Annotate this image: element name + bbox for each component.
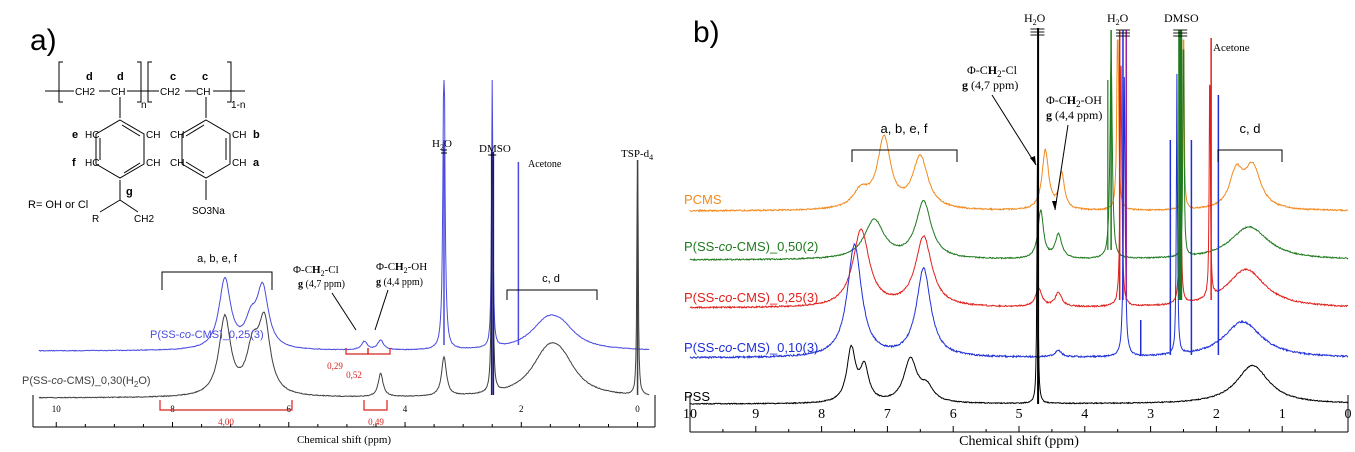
tick-label: 1 xyxy=(1279,407,1286,422)
integral-0-49: 0,49 xyxy=(368,417,384,427)
label-ch-r3: CH xyxy=(170,130,184,141)
label-a-aliphatic: c, d xyxy=(542,273,560,285)
label-b: b xyxy=(253,129,260,141)
label-b-oh: Φ-CH2-OH xyxy=(1046,93,1102,109)
label-so3na: SO3Na xyxy=(192,206,225,217)
legend-b-pss: PSS xyxy=(684,389,710,404)
label-1-n: 1-n xyxy=(231,100,245,111)
label-g: g xyxy=(126,186,133,198)
label-ch2-1: CH2 xyxy=(75,87,95,98)
axis-title-b: Chemical shift (ppm) xyxy=(959,434,1079,449)
label-a-h2o: H2O xyxy=(432,138,452,152)
label-a-aromatic: a, b, e, f xyxy=(197,253,238,265)
label-ch-r5: CH xyxy=(170,158,184,169)
integral-4-00: 4,00 xyxy=(218,417,234,427)
label-b-aliphatic: c, d xyxy=(1240,121,1261,136)
label-b-h2o-2: H2O xyxy=(1107,11,1129,27)
legend-b-pcms: PCMS xyxy=(684,192,722,207)
legend-b-010: P(SS-co-CMS)_0,10(3) xyxy=(684,340,818,355)
spectrum-b-010 xyxy=(690,74,1348,358)
tick-label: 5 xyxy=(1016,407,1023,422)
label-hc-1: HC xyxy=(85,130,99,141)
label-ch-2: CH xyxy=(196,87,210,98)
bracket-right-2 xyxy=(227,62,231,102)
label-a-oh: Φ-CH2-OH xyxy=(376,261,427,275)
label-ch2-2: CH2 xyxy=(160,87,180,98)
integral-0-29: 0,29 xyxy=(327,361,343,371)
bracket-left-2 xyxy=(148,62,152,102)
tick-label: 7 xyxy=(884,407,891,422)
label-c1: c xyxy=(170,71,176,83)
label-ch-1: CH xyxy=(111,87,125,98)
bracket-left-1 xyxy=(59,62,63,102)
legend-a-series-2: P(SS-co-CMS)_0,30(H2O) xyxy=(22,375,151,389)
panel-a-label: a) xyxy=(30,24,57,57)
spectrum-b-050 xyxy=(690,50,1348,260)
benzene-ring-2 xyxy=(182,120,230,178)
label-a-dmso: DMSO xyxy=(479,143,511,155)
label-b-dmso: DMSO xyxy=(1164,11,1199,25)
label-b-oh-sub: g (4,4 ppm) xyxy=(1046,108,1102,122)
tick-label: 4 xyxy=(403,404,408,414)
tick-label: 9 xyxy=(752,407,759,422)
axis-title-a: Chemical shift (ppm) xyxy=(297,434,391,446)
tick-label: 0 xyxy=(635,404,640,414)
label-a-acetone: Acetone xyxy=(528,159,562,170)
legend-a-series-1: P(SS-co-CMS)_0,25(3) xyxy=(150,329,264,341)
r-group-note: R= OH or Cl xyxy=(28,199,88,211)
label-a-oh-sub: g (4,4 ppm) xyxy=(376,277,423,288)
spectrum-a-0-25 xyxy=(39,80,649,351)
tick-label: 10 xyxy=(683,407,697,422)
label-hc-2: HC xyxy=(85,158,99,169)
bracket-right-1 xyxy=(137,62,141,102)
tick-label: 2 xyxy=(519,404,524,414)
label-b-cl: Φ-CH2-Cl xyxy=(967,63,1018,79)
spectrum-b-025 xyxy=(690,65,1348,308)
label-a-tsp: TSP-d4 xyxy=(621,148,653,162)
tick-label: 10 xyxy=(52,404,62,414)
tick-label: 3 xyxy=(1147,407,1154,422)
tick-label: 0 xyxy=(1345,407,1352,422)
tick-label: 2 xyxy=(1213,407,1220,422)
label-c2: c xyxy=(202,71,208,83)
label-b-h2o-1: H2O xyxy=(1024,11,1046,27)
integral-0-52: 0,52 xyxy=(346,370,362,380)
label-e: e xyxy=(72,129,78,141)
legend-b-025: P(SS-co-CMS)_0,25(3) xyxy=(684,290,818,305)
label-n: n xyxy=(141,100,147,111)
panel-a-spectra xyxy=(39,80,649,398)
panel-a-annotations: a, b, e, f c, d Φ-CH2-Cl g (4,7 ppm) Φ-C… xyxy=(22,138,653,427)
label-d1: d xyxy=(86,71,93,83)
label-f: f xyxy=(72,157,76,169)
tick-label: 4 xyxy=(1081,407,1088,422)
panel-b-label: b) xyxy=(693,16,720,49)
label-a: a xyxy=(253,157,260,169)
tick-label: 6 xyxy=(950,407,957,422)
label-ch-r6: CH xyxy=(232,158,246,169)
benzene-ring-1 xyxy=(96,120,144,178)
label-ch-r4: CH xyxy=(232,130,246,141)
label-ch-r1: CH xyxy=(146,130,160,141)
label-d2: d xyxy=(117,71,124,83)
label-r: R xyxy=(92,214,99,225)
panel-a-axis: 10 8 6 4 2 0 Chemical shift (ppm) xyxy=(33,395,655,446)
label-b-aromatic: a, b, e, f xyxy=(881,121,928,136)
tick-label: 6 xyxy=(287,404,292,414)
label-ch-r2: CH xyxy=(146,158,160,169)
tick-label: 8 xyxy=(170,404,175,414)
label-a-cl: Φ-CH2-Cl xyxy=(293,264,339,278)
label-a-cl-sub: g (4,7 ppm) xyxy=(298,279,345,290)
label-b-acetone: Acetone xyxy=(1213,42,1250,54)
tick-label: 8 xyxy=(818,407,825,422)
spectrum-b-pss xyxy=(690,163,1348,404)
label-b-cl-sub: g (4,7 ppm) xyxy=(962,78,1018,92)
legend-b-050: P(SS-co-CMS)_0,50(2) xyxy=(684,239,818,254)
label-ch2-sub: CH2 xyxy=(134,214,154,225)
